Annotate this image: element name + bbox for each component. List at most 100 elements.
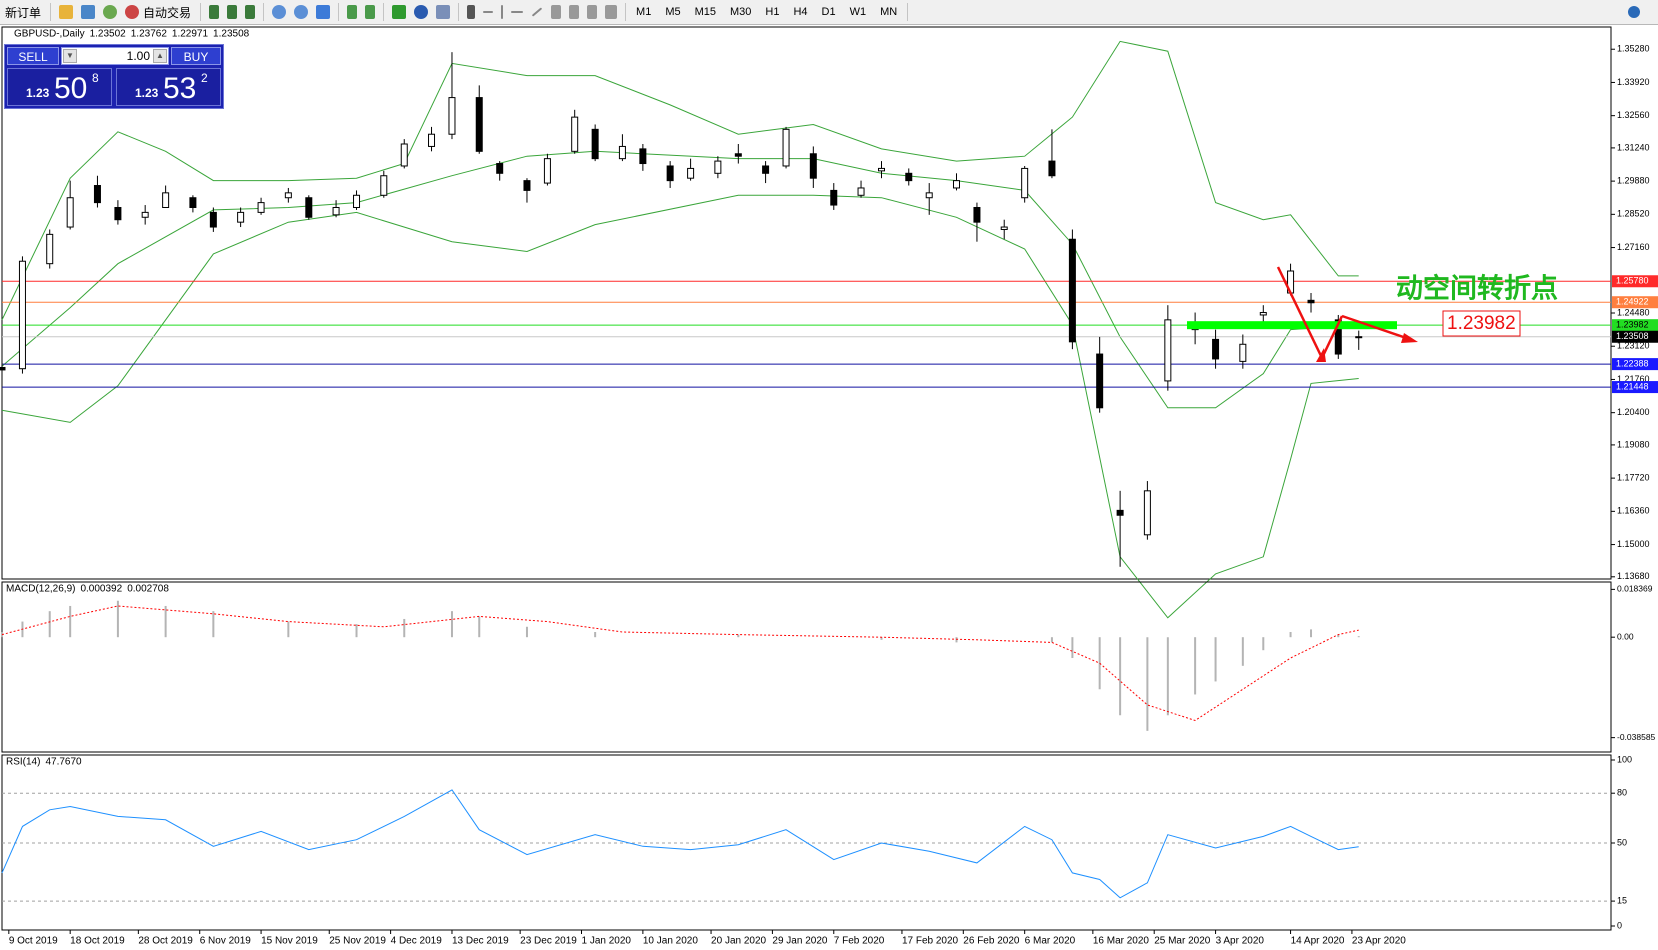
lot-up[interactable]: ▲ xyxy=(153,49,167,63)
macd-signal xyxy=(1,605,1359,722)
rsi-line xyxy=(1,789,1359,899)
candle-body xyxy=(762,165,770,174)
price-level-label: 1.24922 xyxy=(1616,297,1649,307)
candle-body xyxy=(1021,167,1029,199)
candle-body xyxy=(666,165,674,182)
x-tick-label: 26 Feb 2020 xyxy=(963,936,1020,947)
icon[interactable] xyxy=(227,5,238,19)
arrow-line xyxy=(1276,266,1324,359)
separator xyxy=(625,3,627,21)
buy-price[interactable]: 1.23 53 2 xyxy=(116,68,221,106)
lot-down[interactable]: ▼ xyxy=(63,49,77,63)
icon[interactable] xyxy=(501,5,504,19)
timeframe-bar: M1 M5 M15 M30 H1 H4 D1 W1 MN xyxy=(630,3,903,22)
candle-body xyxy=(1116,509,1124,516)
timeframe-button[interactable]: D1 xyxy=(821,5,836,18)
candle-body xyxy=(830,189,838,206)
y-tick-label: 1.31240 xyxy=(1617,142,1650,152)
candle-body xyxy=(523,180,531,191)
candle-body xyxy=(141,211,149,218)
timeframe-button[interactable]: M30 xyxy=(730,5,752,18)
x-tick-label: 25 Nov 2019 xyxy=(329,936,386,947)
timeframe-button[interactable]: M1 xyxy=(636,5,652,18)
price-prefix: 1.23 xyxy=(135,86,159,100)
x-tick-label: 4 Dec 2019 xyxy=(391,936,443,947)
icon[interactable] xyxy=(605,5,618,19)
candle-body xyxy=(1048,160,1056,177)
timeframe-button[interactable]: H1 xyxy=(765,5,780,18)
toolbar: 新订单 自动交易 M1 M5 M15 M30 H1 H4 D1 W1 MN xyxy=(0,0,1658,25)
icon[interactable] xyxy=(272,5,287,19)
candle-body xyxy=(543,158,551,184)
x-tick-label: 9 Oct 2019 xyxy=(9,936,58,947)
timeframe-button[interactable]: M5 xyxy=(665,5,681,18)
icon[interactable] xyxy=(467,5,476,19)
icon[interactable] xyxy=(365,5,376,19)
candle-body xyxy=(877,167,885,172)
y-tick-label: 1.33920 xyxy=(1617,77,1650,87)
buy-button[interactable]: BUY xyxy=(171,47,221,65)
price-level-tag xyxy=(1612,319,1658,332)
candle-body xyxy=(380,175,388,196)
candle-body xyxy=(400,143,408,167)
candle-body xyxy=(1000,226,1008,230)
one-click-trading: SELL ▼ 1.00 ▲ BUY 1.23 50 8 1.23 53 2 xyxy=(4,44,224,109)
sell-button[interactable]: SELL xyxy=(7,47,59,65)
candle-body xyxy=(1096,353,1104,409)
x-tick-label: 23 Dec 2019 xyxy=(520,936,577,947)
y-tick-label: 1.21760 xyxy=(1617,374,1650,384)
price-big: 53 xyxy=(163,72,197,105)
candle-body xyxy=(0,366,6,371)
arrow-line xyxy=(1341,314,1413,342)
lot-input[interactable]: ▼ 1.00 ▲ xyxy=(61,47,169,65)
timeframe-button[interactable]: H4 xyxy=(793,5,808,18)
timeframe-button[interactable]: W1 xyxy=(849,5,867,18)
y-tick-label: 80 xyxy=(1617,788,1627,798)
lot-value: 1.00 xyxy=(126,49,150,63)
auto-trading-button[interactable]: 自动交易 xyxy=(143,5,192,20)
icon[interactable] xyxy=(294,5,309,19)
candle-body xyxy=(284,192,292,199)
x-tick-label: 14 Apr 2020 xyxy=(1291,936,1345,947)
x-tick-label: 15 Nov 2019 xyxy=(261,936,318,947)
x-tick-label: 6 Mar 2020 xyxy=(1025,936,1076,947)
icon[interactable] xyxy=(245,5,256,19)
timeframe-button[interactable]: MN xyxy=(880,5,898,18)
icon[interactable] xyxy=(103,5,118,19)
icon[interactable] xyxy=(587,5,598,19)
candle-body xyxy=(66,197,74,228)
search-icon[interactable] xyxy=(1628,6,1640,18)
price-level-label: 1.23508 xyxy=(1616,331,1649,341)
icon[interactable] xyxy=(569,5,580,19)
icon[interactable] xyxy=(483,11,494,13)
candle-body xyxy=(952,180,960,189)
icon[interactable] xyxy=(511,11,524,13)
arrow-head xyxy=(1401,333,1418,343)
icon[interactable] xyxy=(209,5,220,19)
icon[interactable] xyxy=(392,5,407,19)
icon[interactable] xyxy=(436,5,451,19)
sell-price[interactable]: 1.23 50 8 xyxy=(7,68,112,106)
candle-body xyxy=(46,233,54,265)
separator xyxy=(50,3,52,21)
icon[interactable] xyxy=(531,7,543,17)
new-order-button[interactable]: 新订单 xyxy=(5,5,42,20)
icon[interactable] xyxy=(59,5,74,19)
candle-body xyxy=(162,192,170,208)
candle-body xyxy=(1239,343,1247,362)
icon[interactable] xyxy=(347,5,358,19)
icon[interactable] xyxy=(81,5,96,19)
candle-body xyxy=(714,160,722,174)
candle-body xyxy=(237,211,245,223)
icon[interactable] xyxy=(316,5,331,19)
icon[interactable] xyxy=(414,5,429,19)
timeframe-button[interactable]: M15 xyxy=(694,5,716,18)
y-tick-label: 1.24480 xyxy=(1617,307,1650,317)
y-tick-label: 1.20400 xyxy=(1617,407,1650,417)
candle-body xyxy=(1212,338,1220,360)
indicator-label: 0.000392 xyxy=(80,584,122,595)
x-tick-label: 3 Apr 2020 xyxy=(1216,936,1265,947)
icon[interactable] xyxy=(551,5,562,19)
drawn-arrows xyxy=(1276,266,1418,362)
